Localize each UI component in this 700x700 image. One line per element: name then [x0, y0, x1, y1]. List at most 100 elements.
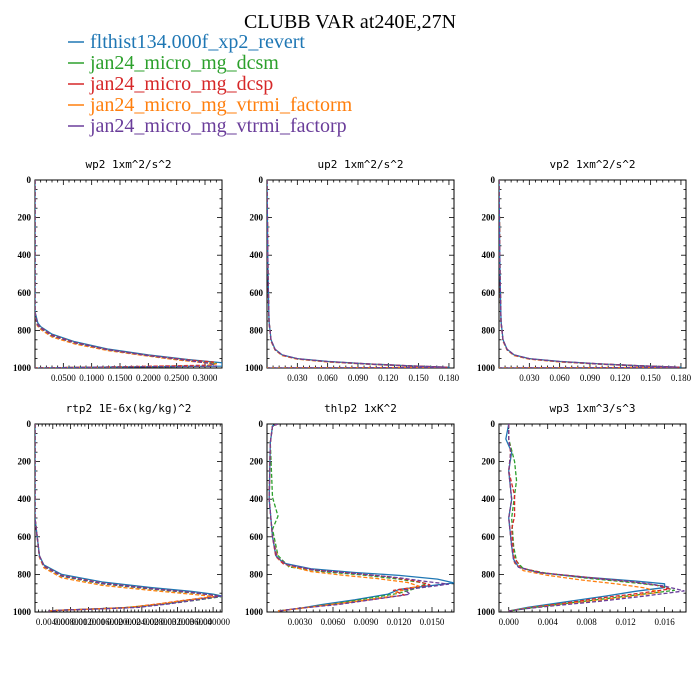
xtick-label-3-4: 0.020000	[107, 617, 141, 627]
ytick-label-2-800: 800	[482, 325, 496, 335]
xtick-label-4-2: 0.0090	[354, 617, 379, 627]
series-line-4-4	[268, 424, 450, 612]
ytick-label-3-800: 800	[18, 569, 32, 579]
series-line-5-1	[508, 424, 675, 612]
xtick-label-4-4: 0.0150	[420, 617, 445, 627]
series-line-4-0	[268, 424, 454, 612]
xtick-label-3-1: 0.008000	[54, 617, 88, 627]
series-line-4-3	[268, 424, 420, 612]
series-line-3-0	[35, 424, 222, 612]
xtick-label-5-3: 0.012	[615, 617, 635, 627]
ytick-label-3-200: 200	[18, 457, 32, 467]
series-line-2-1	[499, 180, 677, 368]
series-line-0-3	[35, 180, 217, 368]
series-line-0-0	[35, 180, 222, 368]
panel-title-1: up2 1xm^2/s^2	[317, 158, 403, 171]
ytick-label-2-400: 400	[482, 250, 496, 260]
xtick-label-1-4: 0.150	[408, 373, 429, 383]
figure-title: CLUBB VAR at240E,27N	[244, 11, 456, 33]
xtick-label-3-7: 0.032000	[161, 617, 195, 627]
series-line-1-3	[267, 180, 442, 368]
ytick-label-4-1000: 1000	[245, 607, 264, 617]
legend-label-0: flthist134.000f_xp2_revert	[90, 31, 305, 53]
ytick-label-2-1000: 1000	[477, 363, 496, 373]
ytick-label-5-400: 400	[482, 494, 496, 504]
xtick-label-1-3: 0.120	[378, 373, 399, 383]
ytick-label-3-600: 600	[18, 532, 32, 542]
series-line-4-1	[269, 424, 428, 612]
legend-label-4: jan24_micro_mg_vtrmi_factorp	[89, 115, 347, 137]
xtick-label-3-8: 0.036000	[178, 617, 212, 627]
xtick-label-5-4: 0.016	[654, 617, 675, 627]
xtick-label-2-0: 0.030	[519, 373, 540, 383]
ytick-label-1-200: 200	[250, 213, 264, 223]
xtick-label-5-1: 0.004	[538, 617, 559, 627]
ytick-label-5-600: 600	[482, 532, 496, 542]
xtick-label-1-0: 0.030	[287, 373, 308, 383]
ytick-label-5-800: 800	[482, 569, 496, 579]
ytick-label-3-1000: 1000	[13, 607, 32, 617]
xtick-label-1-2: 0.090	[348, 373, 369, 383]
ytick-label-0-0: 0	[27, 175, 32, 185]
ytick-label-4-600: 600	[250, 532, 264, 542]
series-line-2-3	[499, 180, 674, 368]
ytick-label-1-800: 800	[250, 325, 264, 335]
panel-4: thlp2 1xK^2 0 200 400 600 800 1000 0.0030 0.0060…	[245, 402, 455, 627]
panel-frame-1	[266, 179, 455, 369]
xtick-label-0-5: 0.3000	[193, 373, 218, 383]
xtick-label-0-2: 0.1500	[108, 373, 133, 383]
xtick-label-2-4: 0.150	[640, 373, 661, 383]
ytick-label-0-600: 600	[18, 288, 32, 298]
ytick-label-1-600: 600	[250, 288, 264, 298]
ytick-label-3-400: 400	[18, 494, 32, 504]
ytick-label-0-200: 200	[18, 213, 32, 223]
series-line-5-4	[508, 424, 685, 612]
xtick-label-5-0: 0.000	[499, 617, 520, 627]
series-line-0-4	[35, 180, 217, 368]
xtick-label-3-5: 0.024000	[125, 617, 159, 627]
panel-title-2: vp2 1xm^2/s^2	[549, 158, 635, 171]
legend-label-3: jan24_micro_mg_vtrmi_factorm	[89, 94, 353, 116]
xtick-label-0-1: 0.1000	[79, 373, 104, 383]
ytick-label-2-600: 600	[482, 288, 496, 298]
ytick-label-2-200: 200	[482, 213, 496, 223]
series-line-1-0	[267, 180, 450, 368]
xtick-label-3-6: 0.028000	[143, 617, 177, 627]
ytick-label-4-0: 0	[259, 419, 264, 429]
panel-1: up2 1xm^2/s^2 0 200 400 600 800 1000 0.030 0.060…	[245, 158, 460, 383]
series-line-1-2	[267, 180, 448, 368]
xtick-label-4-1: 0.0060	[321, 617, 346, 627]
xtick-label-0-0: 0.0500	[51, 373, 76, 383]
panel-frame-2	[498, 179, 687, 369]
panel-2: vp2 1xm^2/s^2 0 200 400 600 800 1000 0.030 0.060…	[477, 158, 692, 383]
xtick-label-2-5: 0.180	[671, 373, 692, 383]
ytick-label-4-200: 200	[250, 457, 264, 467]
series-line-1-1	[267, 180, 445, 368]
panel-title-3: rtp2 1E-6x(kg/kg)^2	[66, 402, 192, 415]
xtick-label-3-9: 0.040000	[196, 617, 230, 627]
panel-title-0: wp2 1xm^2/s^2	[85, 158, 171, 171]
panel-title-4: thlp2 1xK^2	[324, 402, 397, 415]
series-line-1-4	[267, 180, 446, 368]
xtick-label-3-0: 0.004000	[36, 617, 70, 627]
ytick-label-1-1000: 1000	[245, 363, 264, 373]
xtick-label-3-2: 0.012000	[72, 617, 106, 627]
ytick-label-5-0: 0	[491, 419, 496, 429]
xtick-label-4-3: 0.0120	[387, 617, 412, 627]
panel-title-5: wp3 1xm^3/s^3	[549, 402, 635, 415]
ytick-label-3-0: 0	[27, 419, 32, 429]
ytick-label-2-0: 0	[491, 175, 496, 185]
xtick-label-1-5: 0.180	[439, 373, 460, 383]
panel-3: rtp2 1E-6x(kg/kg)^2 0 200 400 600 800 1000 0.00…	[13, 402, 230, 627]
series-line-3-3	[35, 424, 214, 612]
ytick-label-5-200: 200	[482, 457, 496, 467]
ytick-label-0-800: 800	[18, 325, 32, 335]
ytick-label-1-400: 400	[250, 250, 264, 260]
series-line-2-4	[499, 180, 678, 368]
xtick-label-5-2: 0.008	[577, 617, 598, 627]
series-line-5-3	[508, 424, 661, 612]
legend-label-2: jan24_micro_mg_dcsp	[89, 73, 273, 95]
xtick-label-2-2: 0.090	[580, 373, 601, 383]
